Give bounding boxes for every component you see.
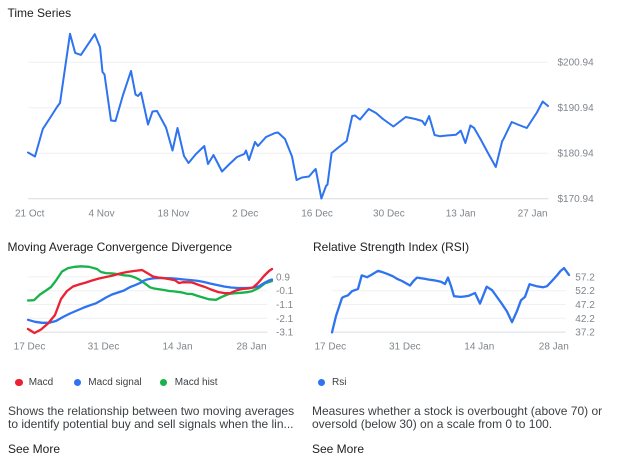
svg-text:-3.1: -3.1 bbox=[276, 328, 294, 339]
svg-text:28 Jan: 28 Jan bbox=[236, 342, 266, 353]
svg-text:13 Jan: 13 Jan bbox=[446, 209, 476, 220]
svg-text:17 Dec: 17 Dec bbox=[314, 342, 346, 353]
svg-text:31 Dec: 31 Dec bbox=[88, 342, 120, 353]
svg-text:27 Jan: 27 Jan bbox=[518, 209, 548, 220]
svg-text:-1.1: -1.1 bbox=[276, 300, 294, 311]
svg-text:4 Nov: 4 Nov bbox=[88, 209, 114, 220]
svg-text:16 Dec: 16 Dec bbox=[301, 209, 333, 220]
svg-text:17 Dec: 17 Dec bbox=[14, 342, 46, 353]
svg-text:47.2: 47.2 bbox=[575, 300, 595, 311]
svg-text:14 Jan: 14 Jan bbox=[464, 342, 494, 353]
svg-text:52.2: 52.2 bbox=[575, 286, 595, 297]
svg-text:31 Dec: 31 Dec bbox=[389, 342, 421, 353]
svg-text:2 Dec: 2 Dec bbox=[232, 209, 258, 220]
svg-text:42.2: 42.2 bbox=[575, 314, 595, 325]
svg-text:18 Nov: 18 Nov bbox=[158, 209, 190, 220]
svg-text:-2.1: -2.1 bbox=[276, 314, 294, 325]
svg-text:14 Jan: 14 Jan bbox=[162, 342, 192, 353]
svg-text:$190.94: $190.94 bbox=[558, 103, 595, 114]
svg-text:57.2: 57.2 bbox=[575, 272, 595, 283]
svg-text:30 Dec: 30 Dec bbox=[373, 209, 405, 220]
svg-text:21 Oct: 21 Oct bbox=[15, 209, 45, 220]
svg-text:$200.94: $200.94 bbox=[558, 58, 595, 69]
svg-text:$180.94: $180.94 bbox=[558, 149, 595, 160]
svg-text:$170.94: $170.94 bbox=[558, 194, 595, 205]
svg-text:28 Jan: 28 Jan bbox=[539, 342, 569, 353]
svg-text:37.2: 37.2 bbox=[575, 328, 595, 339]
svg-text:-0.1: -0.1 bbox=[276, 286, 294, 297]
svg-text:0.9: 0.9 bbox=[276, 272, 290, 283]
